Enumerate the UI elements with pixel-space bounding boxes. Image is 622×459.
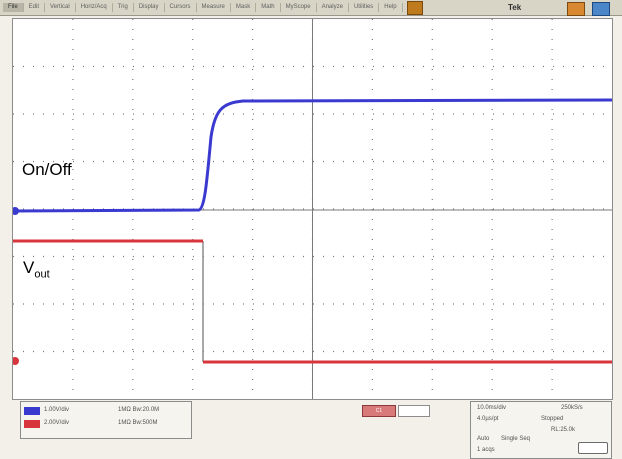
brand-logo: Tek xyxy=(508,3,522,12)
acq-count: 1 acqs xyxy=(477,447,495,453)
vout-label-sub: out xyxy=(34,268,50,281)
onoff-trace xyxy=(13,98,612,213)
menu-bar: File Edit Vertical Horiz/Acq Trig Display Curs… xyxy=(0,0,622,16)
menu-item-mask[interactable]: Mask xyxy=(231,3,257,12)
menu-item-trig[interactable]: Trig xyxy=(113,3,134,12)
trigger-level-box[interactable] xyxy=(398,405,430,417)
channel-1-badge[interactable] xyxy=(24,407,40,415)
acq-timebase: 10.0ms/div xyxy=(477,405,507,411)
vout-label-main: V xyxy=(23,258,35,277)
channel-2-badge[interactable] xyxy=(24,420,40,428)
channel-2-extra: 1MΩ Bw:500M xyxy=(118,420,158,426)
menu-item-measure[interactable]: Measure xyxy=(197,3,231,12)
help-button[interactable] xyxy=(406,0,423,15)
ch1-ground-marker xyxy=(13,207,19,215)
graticule xyxy=(13,19,612,399)
toolbar-button-1[interactable] xyxy=(567,2,585,16)
menu-item-math[interactable]: Math xyxy=(256,3,281,12)
onoff-trace-label: On/Off xyxy=(22,160,72,179)
acq-mode: Auto xyxy=(477,436,490,442)
acq-sequence: Single Seq xyxy=(501,436,531,442)
channel-status-panel: 1.00V/div 1MΩ Bw:20.0M 2.00V/div 1MΩ Bw:… xyxy=(20,401,192,439)
channel-2-status[interactable]: 2.00V/div 1MΩ Bw:500M xyxy=(24,419,189,431)
menu-item-myscope[interactable]: MyScope xyxy=(281,3,317,12)
channel-1-extra: 1MΩ Bw:20.0M xyxy=(118,407,160,413)
menu-item-display[interactable]: Display xyxy=(134,3,165,12)
channel-2-scale: 2.00V/div xyxy=(44,420,70,426)
waveform-display[interactable] xyxy=(12,18,613,400)
channel-1-scale: 1.00V/div xyxy=(44,407,70,413)
acq-record-length: RL:25.0k xyxy=(551,427,576,433)
trigger-source-chip[interactable]: C1 xyxy=(362,405,396,417)
acq-control-button[interactable] xyxy=(578,442,608,454)
menu-item-edit[interactable]: Edit xyxy=(24,3,46,12)
acq-resolution: 4.0µs/pt xyxy=(477,416,499,422)
menu-item-vertical[interactable]: Vertical xyxy=(45,3,76,12)
acq-samplerate: 250kS/s xyxy=(561,405,583,411)
menu-item-file[interactable]: File xyxy=(3,3,24,12)
menu-item-help[interactable]: Help xyxy=(379,3,403,12)
menu-item-utilities[interactable]: Utilities xyxy=(349,3,380,12)
menu-item-horiz-acq[interactable]: Horiz/Acq xyxy=(76,3,113,12)
menu-item-analyze[interactable]: Analyze xyxy=(317,3,349,12)
toolbar-button-2[interactable] xyxy=(592,2,610,16)
vout-trace-label: Vout xyxy=(23,258,50,280)
channel-1-status[interactable]: 1.00V/div 1MΩ Bw:20.0M xyxy=(24,406,189,418)
menu-item-cursors[interactable]: Cursors xyxy=(165,3,197,12)
acq-state: Stopped xyxy=(541,416,564,422)
ch2-ground-marker xyxy=(13,357,19,365)
